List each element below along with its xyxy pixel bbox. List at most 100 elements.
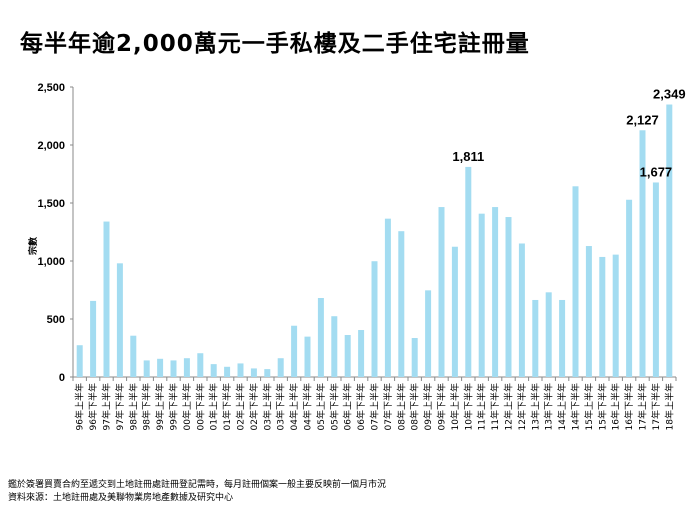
- x-tick-label: 13年下半年: [543, 383, 555, 430]
- x-tick-label: 97年下半年: [114, 383, 126, 430]
- x-tick-label: 16年上半年: [610, 383, 622, 430]
- x-tick-label: 15年下半年: [596, 383, 608, 430]
- bar: [90, 300, 97, 377]
- bar: [170, 360, 177, 377]
- x-tick-label: 08年上半年: [395, 383, 407, 430]
- bar: [492, 207, 499, 377]
- bar: [518, 243, 525, 377]
- bar: [237, 363, 244, 377]
- x-tick-label: 16年下半年: [623, 383, 635, 430]
- bar: [411, 338, 418, 377]
- y-tick-label: 0: [59, 372, 65, 384]
- x-tick-label: 07年下半年: [382, 383, 394, 430]
- x-tick-label: 06年下半年: [355, 383, 367, 430]
- bar: [304, 336, 311, 377]
- bar: [157, 358, 164, 377]
- x-tick-label: 10年上半年: [449, 383, 461, 430]
- bar: [130, 335, 137, 377]
- bar: [639, 130, 646, 377]
- x-tick-label: 12年下半年: [516, 383, 528, 430]
- bar: [585, 246, 592, 377]
- x-tick-label: 08年下半年: [409, 383, 421, 430]
- bar: [398, 231, 405, 377]
- y-axis-label: 宗數: [27, 236, 39, 255]
- x-tick-label: 07年上半年: [369, 383, 381, 430]
- bar: [197, 353, 204, 377]
- x-tick-label: 97年上半年: [101, 383, 113, 430]
- bar: [76, 345, 83, 377]
- x-tick-label: 02年上半年: [235, 383, 247, 430]
- footnote-note: 鑑於簽署買賣合約至遞交到土地註冊處註冊登記需時，每月註冊個案一般主要反映前一個月…: [8, 480, 387, 490]
- x-tick-label: 00年上半年: [181, 383, 193, 430]
- x-tick-label: 98年下半年: [141, 383, 153, 430]
- data-label: 1,677: [640, 164, 673, 179]
- data-label: 2,349: [653, 87, 686, 102]
- x-tick-label: 15年上半年: [583, 383, 595, 430]
- x-tick-label: 11年下半年: [489, 383, 501, 430]
- bar: [652, 182, 659, 377]
- bar: [572, 186, 579, 377]
- x-tick-label: 17年下半年: [650, 383, 662, 430]
- x-tick-label: 04年上半年: [288, 383, 300, 430]
- x-tick-label: 10年下半年: [462, 383, 474, 430]
- x-tick-label: 12年上半年: [503, 383, 515, 430]
- x-tick-label: 11年上半年: [476, 383, 488, 430]
- bar: [103, 221, 110, 377]
- x-tick-label: 99年下半年: [168, 383, 180, 430]
- x-tick-label: 14年下半年: [570, 383, 582, 430]
- bar: [277, 358, 284, 377]
- chart-title: 每半年逾2,000萬元一手私樓及二手住宅註冊量: [20, 31, 530, 57]
- bar: [559, 299, 566, 377]
- x-tick-label: 18年上半年: [663, 383, 675, 430]
- bar: [425, 290, 432, 377]
- x-tick-label: 04年下半年: [302, 383, 314, 430]
- x-tick-label: 14年上半年: [556, 383, 568, 430]
- x-tick-label: 09年下半年: [436, 383, 448, 430]
- x-tick-label: 01年上半年: [208, 383, 220, 430]
- bar: [384, 218, 391, 377]
- y-tick-label: 2,000: [37, 140, 65, 152]
- x-tick-label: 17年上半年: [637, 383, 649, 430]
- bar: [264, 369, 271, 377]
- bar: [224, 366, 231, 377]
- x-tick-label: 03年上半年: [261, 383, 273, 430]
- bar: [599, 256, 606, 377]
- x-tick-label: 00年下半年: [194, 383, 206, 430]
- bar: [532, 299, 539, 377]
- footnote-source: 資料來源：土地註冊處及美聯物業房地產數據及研究中心: [8, 493, 234, 503]
- y-tick-label: 1,000: [37, 256, 65, 268]
- bar: [344, 335, 351, 377]
- bar: [626, 199, 633, 377]
- x-tick-label: 09年上半年: [422, 383, 434, 430]
- x-tick-label: 13年上半年: [529, 383, 541, 430]
- y-tick-label: 2,500: [37, 82, 65, 94]
- x-tick-label: 96年上半年: [74, 383, 86, 430]
- bar: [438, 207, 445, 377]
- bar: [478, 213, 485, 377]
- bar: [291, 325, 298, 377]
- x-tick-label: 01年下半年: [221, 383, 233, 430]
- bar: [183, 358, 190, 377]
- x-tick-label: 05年下半年: [328, 383, 340, 430]
- x-tick-label: 96年下半年: [87, 383, 99, 430]
- bar: [545, 292, 552, 377]
- bar: [143, 360, 150, 377]
- x-tick-label: 03年下半年: [275, 383, 287, 430]
- bar: [116, 263, 123, 377]
- x-tick-label: 02年下半年: [248, 383, 260, 430]
- data-label: 2,127: [626, 112, 659, 127]
- x-tick-label: 05年上半年: [315, 383, 327, 430]
- bar: [250, 368, 257, 377]
- bar: [358, 330, 365, 377]
- data-label: 1,811: [452, 149, 484, 164]
- x-tick-label: 99年上半年: [154, 383, 166, 430]
- bar: [505, 217, 512, 377]
- x-tick-label: 06年上半年: [342, 383, 354, 430]
- bar: [612, 254, 619, 377]
- bar: [451, 246, 458, 377]
- x-tick-label: 98年上半年: [127, 383, 139, 430]
- bar: [331, 316, 338, 377]
- bar: [317, 298, 324, 377]
- bar: [371, 261, 378, 377]
